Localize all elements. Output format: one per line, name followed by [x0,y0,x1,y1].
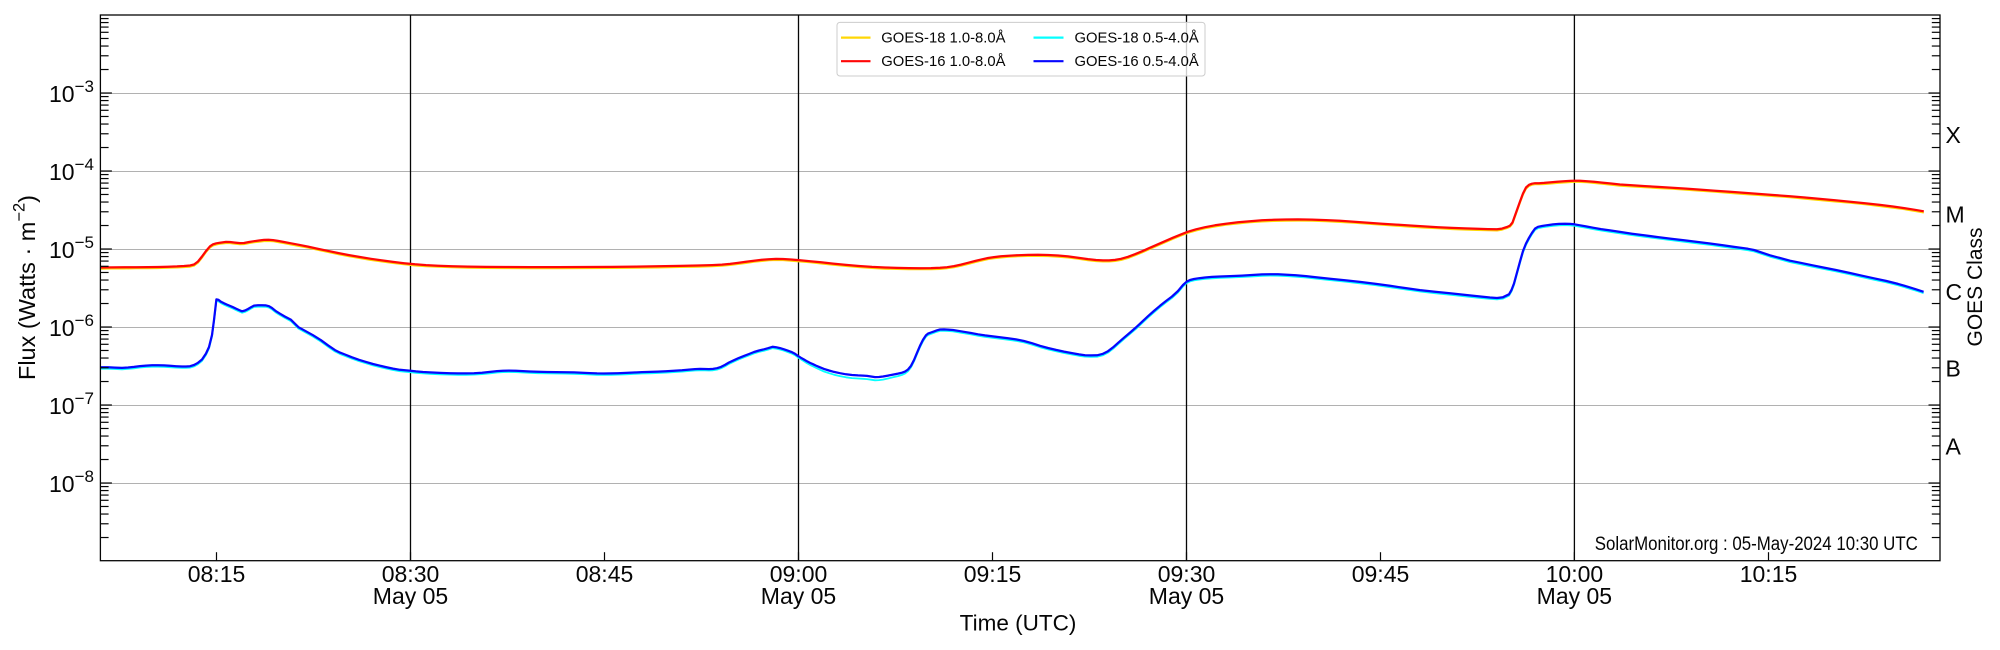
svg-text:GOES Class: GOES Class [1964,227,1987,346]
svg-text:10−3: 10−3 [49,77,94,107]
svg-text:09:00: 09:00 [770,561,828,587]
svg-text:GOES-16 1.0-8.0Å: GOES-16 1.0-8.0Å [881,53,1005,70]
svg-text:GOES-18 1.0-8.0Å: GOES-18 1.0-8.0Å [881,30,1005,47]
svg-text:10−4: 10−4 [49,155,94,185]
svg-text:09:30: 09:30 [1158,561,1216,587]
svg-text:10:15: 10:15 [1740,561,1798,587]
svg-text:Time (UTC): Time (UTC) [960,611,1077,636]
svg-text:M: M [1946,201,1965,227]
svg-text:B: B [1946,355,1961,381]
svg-text:GOES-18 0.5-4.0Å: GOES-18 0.5-4.0Å [1075,30,1199,47]
svg-text:10−6: 10−6 [49,311,94,341]
svg-text:C: C [1946,279,1963,305]
svg-text:08:30: 08:30 [382,561,440,587]
svg-text:May 05: May 05 [1149,583,1224,609]
svg-text:May 05: May 05 [1537,583,1612,609]
svg-text:A: A [1946,433,1962,459]
svg-text:GOES-16 0.5-4.0Å: GOES-16 0.5-4.0Å [1075,53,1199,70]
svg-text:09:45: 09:45 [1352,561,1410,587]
svg-text:X: X [1946,122,1961,148]
svg-text:Flux (Watts · m−2): Flux (Watts · m−2) [11,195,41,380]
svg-text:May 05: May 05 [761,583,836,609]
svg-text:May 05: May 05 [373,583,448,609]
svg-text:SolarMonitor.org : 05-May-2024: SolarMonitor.org : 05-May-2024 10:30 UTC [1595,534,1918,555]
svg-text:08:45: 08:45 [576,561,634,587]
svg-text:10:00: 10:00 [1546,561,1604,587]
svg-text:08:15: 08:15 [188,561,246,587]
svg-text:09:15: 09:15 [964,561,1022,587]
